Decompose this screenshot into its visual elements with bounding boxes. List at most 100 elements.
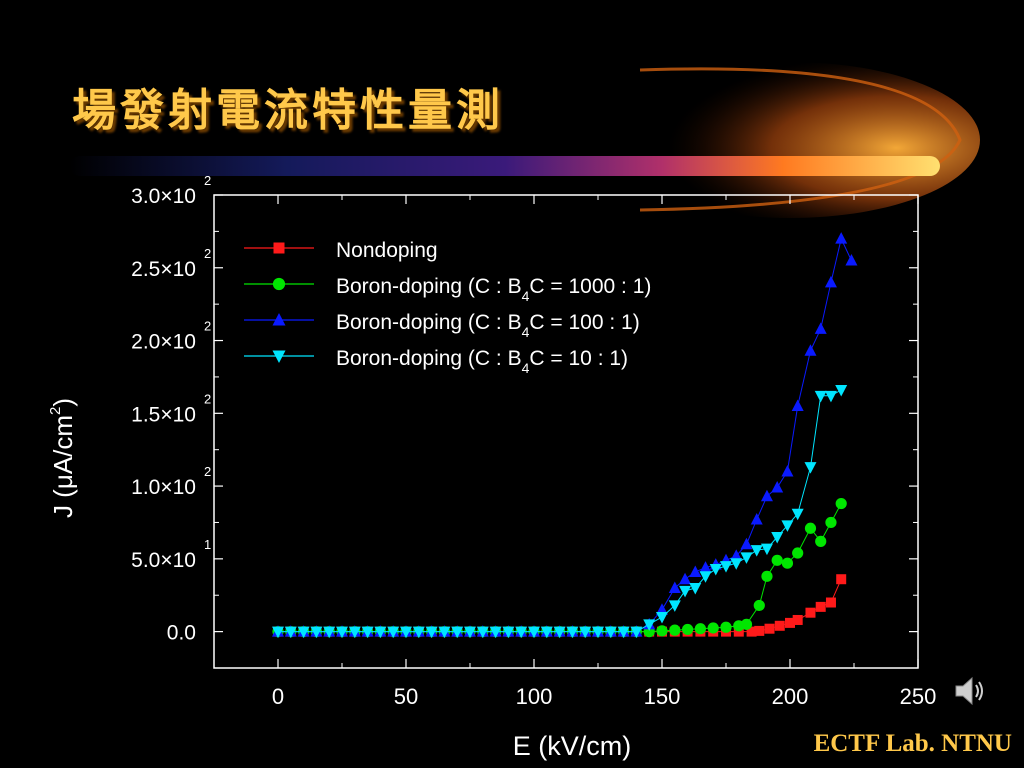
data-point-marker bbox=[720, 621, 732, 633]
data-point-marker bbox=[785, 617, 795, 628]
y-tick-label: 2.0×10 bbox=[131, 331, 196, 354]
data-point-marker bbox=[566, 626, 579, 639]
data-point-marker bbox=[753, 599, 765, 612]
data-point-marker bbox=[740, 537, 753, 550]
y-tick-label: 5.0×10 bbox=[131, 549, 196, 572]
data-point-marker bbox=[297, 626, 310, 639]
data-point-marker bbox=[771, 532, 784, 544]
data-point-marker bbox=[709, 564, 722, 576]
data-point-marker bbox=[733, 626, 744, 637]
data-point-marker bbox=[272, 277, 286, 291]
y-tick-exponent: 1 bbox=[204, 537, 211, 552]
speaker-icon[interactable] bbox=[952, 674, 988, 710]
data-point-marker bbox=[387, 626, 400, 639]
axis-ticks bbox=[213, 194, 919, 669]
data-point-marker bbox=[764, 623, 775, 634]
data-point-marker bbox=[781, 520, 794, 532]
data-point-marker bbox=[679, 572, 692, 585]
y-tick-label: 3.0×10 bbox=[131, 185, 196, 208]
data-point-marker bbox=[272, 350, 286, 363]
data-point-marker bbox=[400, 626, 412, 639]
title-swoosh-decoration bbox=[70, 62, 980, 218]
data-point-marker bbox=[592, 626, 604, 639]
data-point-marker bbox=[689, 582, 702, 595]
data-point-marker bbox=[361, 626, 374, 639]
data-point-marker bbox=[412, 626, 425, 639]
data-point-marker bbox=[730, 549, 743, 561]
data-point-marker bbox=[814, 322, 827, 334]
data-point-marker bbox=[824, 275, 837, 288]
data-point-marker bbox=[656, 603, 668, 615]
data-point-marker bbox=[489, 626, 502, 639]
x-tick-label: 200 bbox=[772, 684, 809, 709]
data-point-marker bbox=[540, 626, 553, 639]
data-point-marker bbox=[750, 545, 763, 557]
data-point-marker bbox=[668, 581, 681, 593]
x-axis-title: E (kV/cm) bbox=[513, 731, 632, 761]
data-point-marker bbox=[761, 570, 773, 582]
data-point-marker bbox=[656, 625, 668, 637]
y-tick-label: 1.5×10 bbox=[131, 403, 196, 426]
data-point-marker bbox=[284, 626, 297, 639]
data-point-marker bbox=[604, 626, 617, 639]
data-point-marker bbox=[699, 561, 712, 573]
data-point-marker bbox=[835, 497, 847, 510]
x-tick-label: 250 bbox=[900, 684, 937, 709]
data-point-marker bbox=[824, 390, 837, 403]
legend-label: Boron-doping (C : B4C = 100 : 1) bbox=[336, 311, 640, 340]
plot-area-frame bbox=[213, 194, 919, 669]
data-point-marker bbox=[553, 626, 566, 639]
data-point-marker bbox=[760, 489, 773, 502]
data-point-marker bbox=[750, 513, 763, 525]
data-point-marker bbox=[273, 242, 285, 254]
legend-label: Nondoping bbox=[336, 239, 438, 262]
data-point-marker bbox=[791, 508, 804, 521]
x-tick-label: 100 bbox=[516, 684, 553, 709]
data-point-marker bbox=[781, 465, 794, 477]
series-group bbox=[272, 385, 848, 639]
chart-legend: Nondoping Boron-doping (C : B4C = 1000 : … bbox=[244, 239, 651, 376]
data-point-marker bbox=[792, 547, 804, 559]
data-point-marker bbox=[754, 625, 765, 636]
data-point-marker bbox=[825, 597, 836, 608]
data-point-marker bbox=[845, 253, 858, 266]
lab-footer: ECTF Lab. NTNU bbox=[813, 730, 1012, 757]
data-point-marker bbox=[804, 522, 817, 534]
data-point-marker bbox=[805, 607, 816, 618]
data-point-marker bbox=[643, 619, 656, 631]
y-tick-label: 0.0 bbox=[167, 622, 196, 645]
y-tick-label: 2.5×10 bbox=[131, 258, 196, 281]
data-point-marker bbox=[740, 618, 753, 630]
data-point-marker bbox=[699, 571, 712, 583]
data-point-marker bbox=[760, 543, 773, 556]
data-point-marker bbox=[656, 612, 668, 624]
data-point-marker bbox=[815, 601, 826, 612]
y-tick-exponent: 2 bbox=[204, 246, 211, 261]
y-tick-label: 1.0×10 bbox=[131, 476, 196, 499]
data-point-marker bbox=[774, 620, 785, 631]
data-point-marker bbox=[464, 626, 476, 639]
data-point-marker bbox=[679, 585, 692, 598]
data-point-marker bbox=[579, 626, 592, 639]
y-tick-exponent: 2 bbox=[204, 173, 211, 188]
data-point-marker bbox=[781, 557, 794, 569]
data-point-marker bbox=[771, 554, 783, 566]
data-point-marker bbox=[694, 623, 707, 635]
data-point-marker bbox=[374, 626, 387, 639]
data-point-marker bbox=[771, 481, 784, 493]
data-point-marker bbox=[815, 535, 827, 547]
data-point-marker bbox=[502, 626, 515, 639]
data-point-marker bbox=[682, 623, 694, 636]
x-tick-label: 150 bbox=[644, 684, 681, 709]
x-tick-labels: 0 50 100 150 200 250 bbox=[272, 684, 936, 709]
x-tick-label: 0 bbox=[272, 684, 284, 709]
data-point-marker bbox=[323, 626, 336, 639]
data-series bbox=[272, 232, 858, 639]
data-point-marker bbox=[476, 626, 489, 639]
legend-label: Boron-doping (C : B4C = 10 : 1) bbox=[336, 347, 628, 376]
y-tick-exponent: 2 bbox=[204, 464, 211, 479]
y-tick-exponent: 2 bbox=[204, 391, 211, 406]
data-point-marker bbox=[669, 624, 681, 636]
data-point-marker bbox=[814, 390, 827, 403]
data-point-marker bbox=[438, 626, 451, 639]
